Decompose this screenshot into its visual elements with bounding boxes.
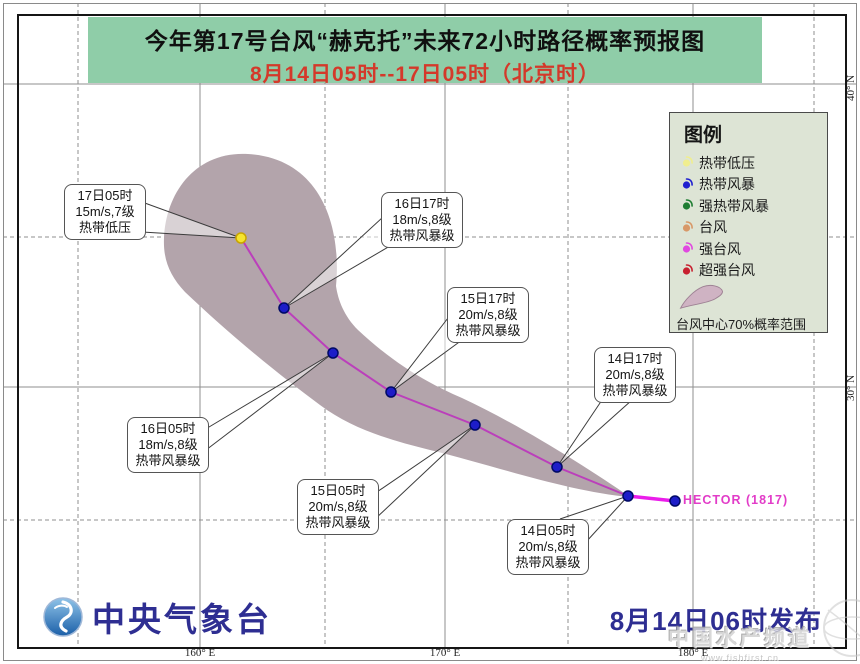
forecast-callout: 16日05时 18m/s,8级 热带风暴级	[127, 417, 209, 473]
callout-leader-line	[556, 399, 603, 468]
callout-line: 16日17时	[394, 196, 450, 211]
callout-leader-line	[205, 352, 334, 451]
callout-line: 20m/s,8级	[458, 307, 518, 322]
callout-line: 18m/s,8级	[392, 212, 452, 227]
forecast-callout: 17日05时 15m/s,7级 热带低压	[64, 184, 146, 240]
callout-leader-line	[283, 245, 391, 309]
legend-item: 超强台风	[680, 260, 827, 282]
legend-title: 图例	[684, 125, 723, 146]
track-point-tropical-storm	[551, 461, 563, 473]
callout-leader-line	[141, 231, 242, 239]
legend-item-label: 热带低压	[699, 154, 755, 171]
track-point-tropical-storm	[669, 495, 681, 507]
callout-line: 热带风暴级	[389, 228, 455, 243]
callout-leader-wedge	[284, 218, 390, 308]
callout-line: 14日05时	[520, 523, 576, 538]
watermark-globe-icon	[823, 599, 860, 657]
callout-leader-line	[585, 495, 629, 543]
callout-line: 热带风暴级	[455, 323, 521, 338]
storm-name-label: HECTOR (1817)	[683, 493, 789, 507]
legend-item: 强热带风暴	[680, 195, 827, 217]
legend-item-label: 台风	[699, 219, 727, 236]
track-point-tropical-storm	[385, 386, 397, 398]
forecast-callout: 15日17时 20m/s,8级 热带风暴级	[447, 287, 529, 343]
track-point-tropical-storm	[469, 419, 481, 431]
legend-item: 强台风	[680, 238, 827, 260]
legend-items: 热带低压热带风暴强热带风暴台风强台风超强台风	[680, 152, 827, 281]
forecast-callout: 16日17时 18m/s,8级 热带风暴级	[381, 192, 463, 248]
track-point-tropical-storm	[278, 302, 290, 314]
watermark: 中国水产频道 www.fishfirst.cn	[668, 622, 812, 663]
cma-logo-icon	[43, 597, 83, 637]
callout-line: 热带风暴级	[305, 515, 371, 530]
callout-line: 15m/s,7级	[75, 204, 135, 219]
typhoon-symbol-icon	[682, 263, 693, 275]
legend-cone-label: 台风中心70%概率范围	[676, 317, 807, 332]
lon-axis-label: 160° E	[184, 647, 216, 659]
watermark-url: www.fishfirst.cn	[700, 653, 779, 663]
legend-item: 热带低压	[680, 152, 827, 174]
callout-line: 20m/s,8级	[605, 367, 665, 382]
typhoon-symbol-icon	[682, 242, 693, 253]
forecast-callout: 14日05时 20m/s,8级 热带风暴级	[507, 519, 589, 575]
callout-leader-line	[559, 495, 629, 520]
probability-cone	[163, 153, 630, 497]
map-subtitle: 8月14日05时--17日05时（北京时）	[249, 63, 601, 86]
typhoon-symbol-icon	[682, 156, 693, 167]
typhoon-symbol-icon	[682, 177, 693, 189]
observed-track-line	[626, 494, 677, 503]
callout-line: 15日05时	[310, 483, 366, 498]
legend-item-label: 强热带风暴	[699, 197, 769, 214]
agency-footer: 中央气象台	[42, 593, 272, 641]
legend-item-label: 超强台风	[699, 262, 755, 279]
legend-item: 热带风暴	[680, 174, 827, 196]
typhoon-symbol-icon	[682, 199, 693, 210]
legend-item-label: 强台风	[699, 240, 741, 257]
agency-name: 中央气象台	[92, 601, 272, 638]
callout-line: 15日17时	[460, 291, 516, 306]
lat-axis-label: 30° N	[845, 374, 857, 402]
title-banner: 今年第17号台风“赫克托”未来72小时路径概率预报图 8月14日05时--17日…	[88, 17, 762, 86]
callout-line: 热带风暴级	[602, 383, 668, 398]
legend-box: 图例 热带低压热带风暴强热带风暴台风强台风超强台风 台风中心70%概率范围	[669, 112, 828, 333]
callout-leader-line	[390, 317, 449, 393]
callout-leader-line	[373, 424, 476, 521]
callout-leader-line	[556, 399, 633, 468]
typhoon-symbol-icon	[682, 220, 693, 232]
legend-item: 台风	[680, 217, 827, 239]
map-title: 今年第17号台风“赫克托”未来72小时路径概率预报图	[144, 28, 706, 54]
track-point-tropical-storm	[327, 347, 339, 359]
forecast-callout: 14日17时 20m/s,8级 热带风暴级	[594, 347, 676, 403]
callout-line: 16日05时	[140, 421, 196, 436]
callout-line: 20m/s,8级	[308, 499, 368, 514]
lon-axis-label: 170° E	[429, 647, 461, 659]
watermark-text: 中国水产频道	[668, 627, 812, 650]
track-point-tropical-depression	[235, 232, 247, 244]
forecast-callout: 15日05时 20m/s,8级 热带风暴级	[297, 479, 379, 535]
callout-leader-line	[141, 201, 242, 239]
callout-leader-wedge	[391, 318, 462, 392]
callout-leader-line	[373, 424, 476, 495]
issue-time: 8月14日06时发布	[609, 606, 822, 636]
callout-line: 热带风暴级	[135, 453, 201, 468]
legend-item-label: 热带风暴	[699, 176, 755, 193]
callout-leader-line	[390, 339, 463, 393]
callout-leader-line	[283, 217, 383, 309]
callout-line: 14日17时	[607, 351, 663, 366]
callout-line: 20m/s,8级	[518, 539, 578, 554]
callout-line: 热带风暴级	[515, 555, 581, 570]
callout-line: 17日05时	[77, 188, 133, 203]
callout-line: 18m/s,8级	[138, 437, 198, 452]
probability-cone-icon	[679, 285, 724, 309]
callout-line: 热带低压	[78, 220, 131, 235]
callout-leader-line	[203, 352, 334, 431]
lat-axis-label: 40° N	[845, 74, 857, 102]
lon-axis-label: 180° E	[677, 647, 709, 659]
track-point-tropical-storm	[622, 490, 634, 502]
